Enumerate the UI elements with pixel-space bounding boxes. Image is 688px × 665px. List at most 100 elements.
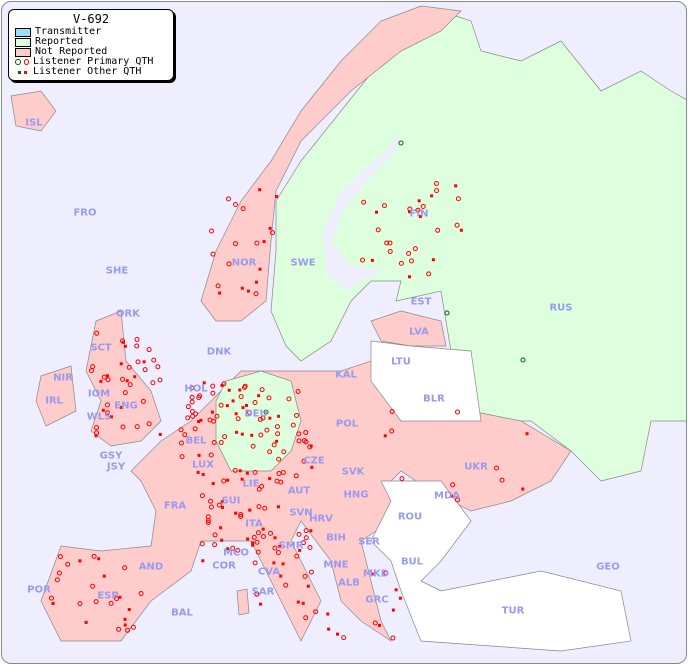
country-label-svn: SVN bbox=[289, 507, 313, 519]
listener-primary-marker bbox=[426, 271, 432, 277]
listener-primary-marker bbox=[238, 512, 244, 518]
legend-label: Transmitter bbox=[35, 26, 102, 37]
listener-primary-marker bbox=[142, 367, 148, 373]
listener-other-marker bbox=[119, 362, 123, 366]
country-label-mda: MDA bbox=[434, 490, 460, 502]
listener-primary-marker bbox=[116, 626, 122, 632]
country-label-mne: MNE bbox=[323, 559, 349, 571]
listener-other-marker bbox=[296, 600, 300, 604]
listener-primary-marker bbox=[307, 544, 313, 550]
listener-primary-marker bbox=[134, 336, 140, 342]
listener-primary-marker bbox=[157, 377, 163, 383]
listener-primary-marker bbox=[189, 399, 195, 405]
listener-primary-marker bbox=[233, 202, 239, 208]
country-label-she: SHE bbox=[105, 265, 129, 277]
legend-title: V-692 bbox=[72, 12, 110, 26]
listener-other-marker bbox=[219, 526, 223, 530]
country-label-cze: CZE bbox=[303, 455, 325, 467]
country-label-aut: AUT bbox=[287, 485, 311, 497]
listener-other-marker bbox=[521, 487, 525, 491]
listener-primary-marker bbox=[300, 540, 306, 546]
listener-other-marker bbox=[268, 226, 272, 230]
listener-other-marker bbox=[220, 383, 224, 387]
country-label-dnk: DNK bbox=[206, 346, 232, 358]
listener-other-marker bbox=[199, 418, 203, 422]
listener-other-marker bbox=[226, 478, 230, 482]
listener-other-marker bbox=[227, 388, 231, 392]
country-label-ukr: UKR bbox=[464, 461, 488, 473]
listener-primary-marker bbox=[90, 583, 96, 589]
country-label-blr: BLR bbox=[423, 393, 445, 405]
legend-label: Listener Primary QTH bbox=[33, 56, 154, 67]
listener-other-marker bbox=[431, 258, 435, 262]
legend: V-692 Transmitter Reported Not Reported … bbox=[8, 9, 174, 81]
listener-primary-marker bbox=[208, 504, 214, 510]
country-label-por: POR bbox=[27, 584, 51, 596]
listener-primary-marker bbox=[138, 590, 144, 596]
listener-primary-marker bbox=[260, 415, 266, 421]
country-label-fro: FRO bbox=[73, 207, 97, 219]
country-label-nir: NIR bbox=[53, 372, 73, 384]
listener-other-marker bbox=[261, 527, 265, 531]
listener-primary-marker bbox=[286, 396, 292, 402]
listener-primary-marker bbox=[226, 261, 232, 267]
listener-primary-marker bbox=[146, 421, 152, 427]
listener-primary-marker bbox=[125, 627, 131, 633]
listener-primary-marker bbox=[274, 424, 280, 430]
country-label-hrv: HRV bbox=[309, 513, 333, 525]
listener-other-marker bbox=[118, 595, 122, 599]
listener-other-marker bbox=[142, 360, 146, 364]
listener-primary-marker bbox=[189, 394, 195, 400]
listener-primary-marker bbox=[178, 440, 184, 446]
listener-other-marker bbox=[231, 399, 235, 403]
listener-primary-marker-reported bbox=[398, 140, 404, 146]
listener-primary-marker bbox=[88, 368, 94, 374]
listener-primary-marker bbox=[399, 476, 405, 482]
listener-primary-marker bbox=[294, 553, 300, 559]
listener-other-marker bbox=[298, 548, 302, 552]
listener-primary-marker bbox=[48, 595, 54, 601]
listener-other-marker bbox=[449, 494, 453, 498]
country-label-rou: ROU bbox=[397, 511, 423, 523]
listener-other-marker bbox=[258, 267, 262, 271]
country-label-kal: KAL bbox=[335, 369, 357, 381]
listener-other-marker bbox=[525, 432, 529, 436]
listener-primary-marker bbox=[199, 493, 205, 499]
listener-other-marker bbox=[276, 505, 280, 509]
country-label-ita: ITA bbox=[245, 518, 263, 530]
listener-primary-marker bbox=[232, 467, 238, 473]
listener-other-marker bbox=[370, 572, 374, 576]
listener-primary-marker bbox=[275, 431, 281, 437]
listener-primary-marker bbox=[235, 416, 241, 422]
country-label-ltu: LTU bbox=[391, 356, 411, 368]
country-label-pol: POL bbox=[335, 418, 359, 430]
country-label-ork: ORK bbox=[116, 308, 140, 320]
listener-other-marker bbox=[268, 416, 272, 420]
listener-primary-marker bbox=[257, 416, 263, 422]
region-rou-bul-tur bbox=[370, 480, 632, 652]
listener-other-marker bbox=[246, 537, 250, 541]
listener-primary-marker bbox=[135, 359, 141, 365]
country-label-fra: FRA bbox=[163, 500, 187, 512]
listener-primary-marker bbox=[264, 427, 270, 433]
country-label-sct: SCT bbox=[90, 342, 112, 354]
listener-other-marker bbox=[234, 412, 238, 416]
listener-primary-marker bbox=[268, 530, 274, 536]
listener-primary-marker bbox=[381, 203, 387, 209]
listener-other-marker bbox=[394, 588, 398, 592]
listener-other-marker bbox=[391, 608, 395, 612]
listener-primary-marker bbox=[65, 561, 71, 567]
country-label-fin: FIN bbox=[409, 208, 429, 220]
listener-primary-marker bbox=[215, 283, 221, 289]
listener-primary-marker bbox=[372, 620, 378, 626]
listener-other-marker bbox=[220, 500, 224, 504]
listener-primary-marker bbox=[360, 257, 366, 263]
listener-primary-marker bbox=[108, 600, 114, 606]
listener-primary-marker bbox=[205, 518, 211, 524]
listener-primary-marker bbox=[253, 291, 259, 297]
listener-primary-marker bbox=[240, 206, 246, 212]
country-label-bul: BUL bbox=[400, 556, 424, 568]
listener-primary-marker bbox=[93, 599, 99, 605]
listener-other-marker bbox=[210, 410, 214, 414]
listener-primary-marker bbox=[387, 248, 393, 254]
